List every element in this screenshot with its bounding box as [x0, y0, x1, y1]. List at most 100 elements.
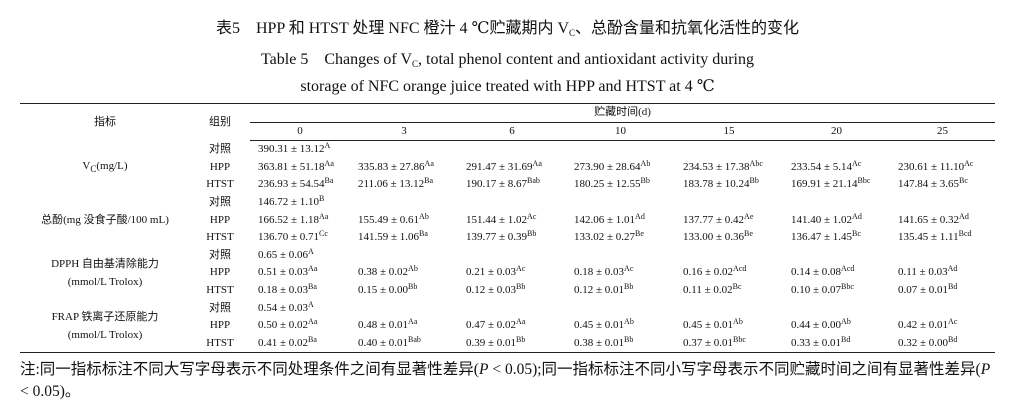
note-text: < 0.05);同一指标标注不同小写字母表示不同贮藏时间之间有显著性差异( [488, 361, 981, 378]
value-cell: 146.72 ± 1.10B [250, 194, 350, 212]
title-cn: 表5 HPP 和 HTST 处理 NFC 橙汁 4 ℃贮藏期内 VC、总酚含量和… [0, 14, 1015, 38]
value-text: 0.10 ± 0.07 [791, 283, 842, 296]
indicator-cell: DPPH 自由基清除能力 (mmol/L Trolox) [20, 247, 190, 300]
value-text: 0.41 ± 0.02 [258, 336, 309, 349]
significance-letter: Ab [841, 317, 851, 327]
significance-letter: Bd [841, 334, 851, 344]
significance-letter: Ba [419, 229, 428, 239]
value-text: 0.50 ± 0.02 [258, 319, 309, 332]
value-cell: 141.40 ± 1.02Ad [783, 212, 890, 230]
value-text: 147.84 ± 3.65 [898, 178, 960, 191]
value-text: 0.47 ± 0.02 [466, 319, 517, 332]
value-text: 0.16 ± 0.02 [683, 266, 734, 279]
significance-letter: Bab [408, 334, 421, 344]
significance-letter: Ba [324, 176, 334, 186]
indicator-label: V [82, 159, 91, 172]
value-text: 230.61 ± 11.10 [898, 160, 965, 173]
significance-letter: Be [635, 229, 644, 239]
value-text: 190.17 ± 8.67 [466, 178, 528, 191]
value-text: 133.00 ± 0.36 [683, 231, 745, 244]
value-text: 141.40 ± 1.02 [791, 213, 853, 226]
value-cell: 0.14 ± 0.08Acd [783, 264, 890, 282]
value-cell: 0.07 ± 0.01Bd [890, 282, 995, 300]
day-header: 15 [675, 122, 783, 142]
value-cell: 155.49 ± 0.61Ab [350, 212, 458, 230]
value-text: 0.14 ± 0.08 [791, 266, 842, 279]
value-text: 335.83 ± 27.86 [358, 160, 425, 173]
value-cell: 0.40 ± 0.01Bab [350, 335, 458, 353]
value-text: 0.11 ± 0.02 [683, 283, 733, 296]
value-cell [675, 194, 783, 212]
significance-letter: A [308, 299, 314, 309]
value-text: 233.54 ± 5.14 [791, 160, 853, 173]
header-cell: 指标 [94, 115, 116, 128]
significance-letter: A [324, 141, 331, 151]
significance-letter: Bab [527, 176, 540, 186]
value-cell [458, 300, 566, 318]
value-text: 0.44 ± 0.00 [791, 319, 842, 332]
value-cell: 147.84 ± 3.65Bc [890, 176, 995, 194]
significance-letter: Bb [624, 334, 634, 344]
value-text: 0.18 ± 0.03 [574, 266, 625, 279]
significance-letter: Bbc [733, 334, 746, 344]
significance-letter: B [319, 193, 325, 203]
value-cell: 139.77 ± 0.39Bb [458, 229, 566, 247]
significance-letter: Ac [948, 317, 958, 327]
value-cell [350, 141, 458, 159]
group-cell: HPP [209, 213, 231, 226]
value-text: 0.38 ± 0.02 [358, 266, 409, 279]
significance-letter: Aa [516, 317, 526, 327]
table-row: HPP 0.50 ± 0.02Aa 0.48 ± 0.01Aa 0.47 ± 0.02… [20, 317, 995, 335]
significance-letter: Bb [516, 334, 526, 344]
value-text: 0.45 ± 0.01 [683, 319, 734, 332]
indicator-label: FRAP 铁离子还原能力 [51, 310, 159, 323]
value-cell [783, 141, 890, 159]
table-row: FRAP 铁离子还原能力 (mmol/L Trolox) 对照 0.54 ± 0.03… [20, 299, 995, 341]
significance-letter: Ac [964, 158, 974, 168]
significance-letter: Ab [640, 158, 651, 168]
value-text: 390.31 ± 13.12 [258, 143, 325, 156]
significance-letter: Bc [959, 176, 968, 186]
value-cell: 0.42 ± 0.01Ac [890, 317, 995, 335]
day-header: 25 [890, 122, 996, 142]
value-cell [566, 141, 675, 159]
significance-letter: Ba [308, 334, 317, 344]
value-cell: 390.31 ± 13.12A [250, 141, 350, 159]
significance-letter: Ad [959, 211, 969, 221]
subscript: C [412, 59, 419, 69]
value-cell [890, 194, 995, 212]
value-text: 141.65 ± 0.32 [898, 213, 960, 226]
value-cell [675, 300, 783, 318]
value-text: 0.42 ± 0.01 [898, 319, 949, 332]
value-cell [675, 141, 783, 159]
value-cell [458, 247, 566, 265]
value-text: 0.15 ± 0.00 [358, 283, 409, 296]
value-cell: 0.12 ± 0.03Bb [458, 282, 566, 300]
value-cell: 142.06 ± 1.01Ad [566, 212, 675, 230]
value-text: 0.38 ± 0.01 [574, 336, 625, 349]
value-text: 0.65 ± 0.06 [258, 248, 309, 261]
header-row: 指标 组别 贮藏时间(d) [20, 103, 996, 128]
significance-letter: Aa [408, 317, 418, 327]
value-cell: 236.93 ± 54.54Ba [250, 176, 350, 194]
value-cell [566, 247, 675, 265]
value-text: 135.45 ± 1.11 [898, 231, 959, 244]
value-cell: 0.11 ± 0.02Bc [675, 282, 783, 300]
day-header: 10 [566, 122, 675, 142]
value-cell: 0.45 ± 0.01Ab [675, 317, 783, 335]
significance-letter: Aa [532, 158, 542, 168]
value-text: 0.51 ± 0.03 [258, 266, 309, 279]
significance-letter: Bb [516, 281, 526, 291]
significance-letter: Ad [947, 264, 958, 274]
value-text: 180.25 ± 12.55 [574, 178, 641, 191]
significance-letter: Ab [624, 317, 634, 327]
value-cell [566, 300, 675, 318]
value-cell: 166.52 ± 1.18Aa [250, 212, 350, 230]
value-text: 183.78 ± 10.24 [683, 178, 750, 191]
subscript: C [90, 163, 97, 174]
value-text: 155.49 ± 0.61 [358, 213, 420, 226]
value-cell [783, 300, 890, 318]
value-cell: 0.50 ± 0.02Aa [250, 317, 350, 335]
group-cell: 对照 [209, 248, 231, 261]
